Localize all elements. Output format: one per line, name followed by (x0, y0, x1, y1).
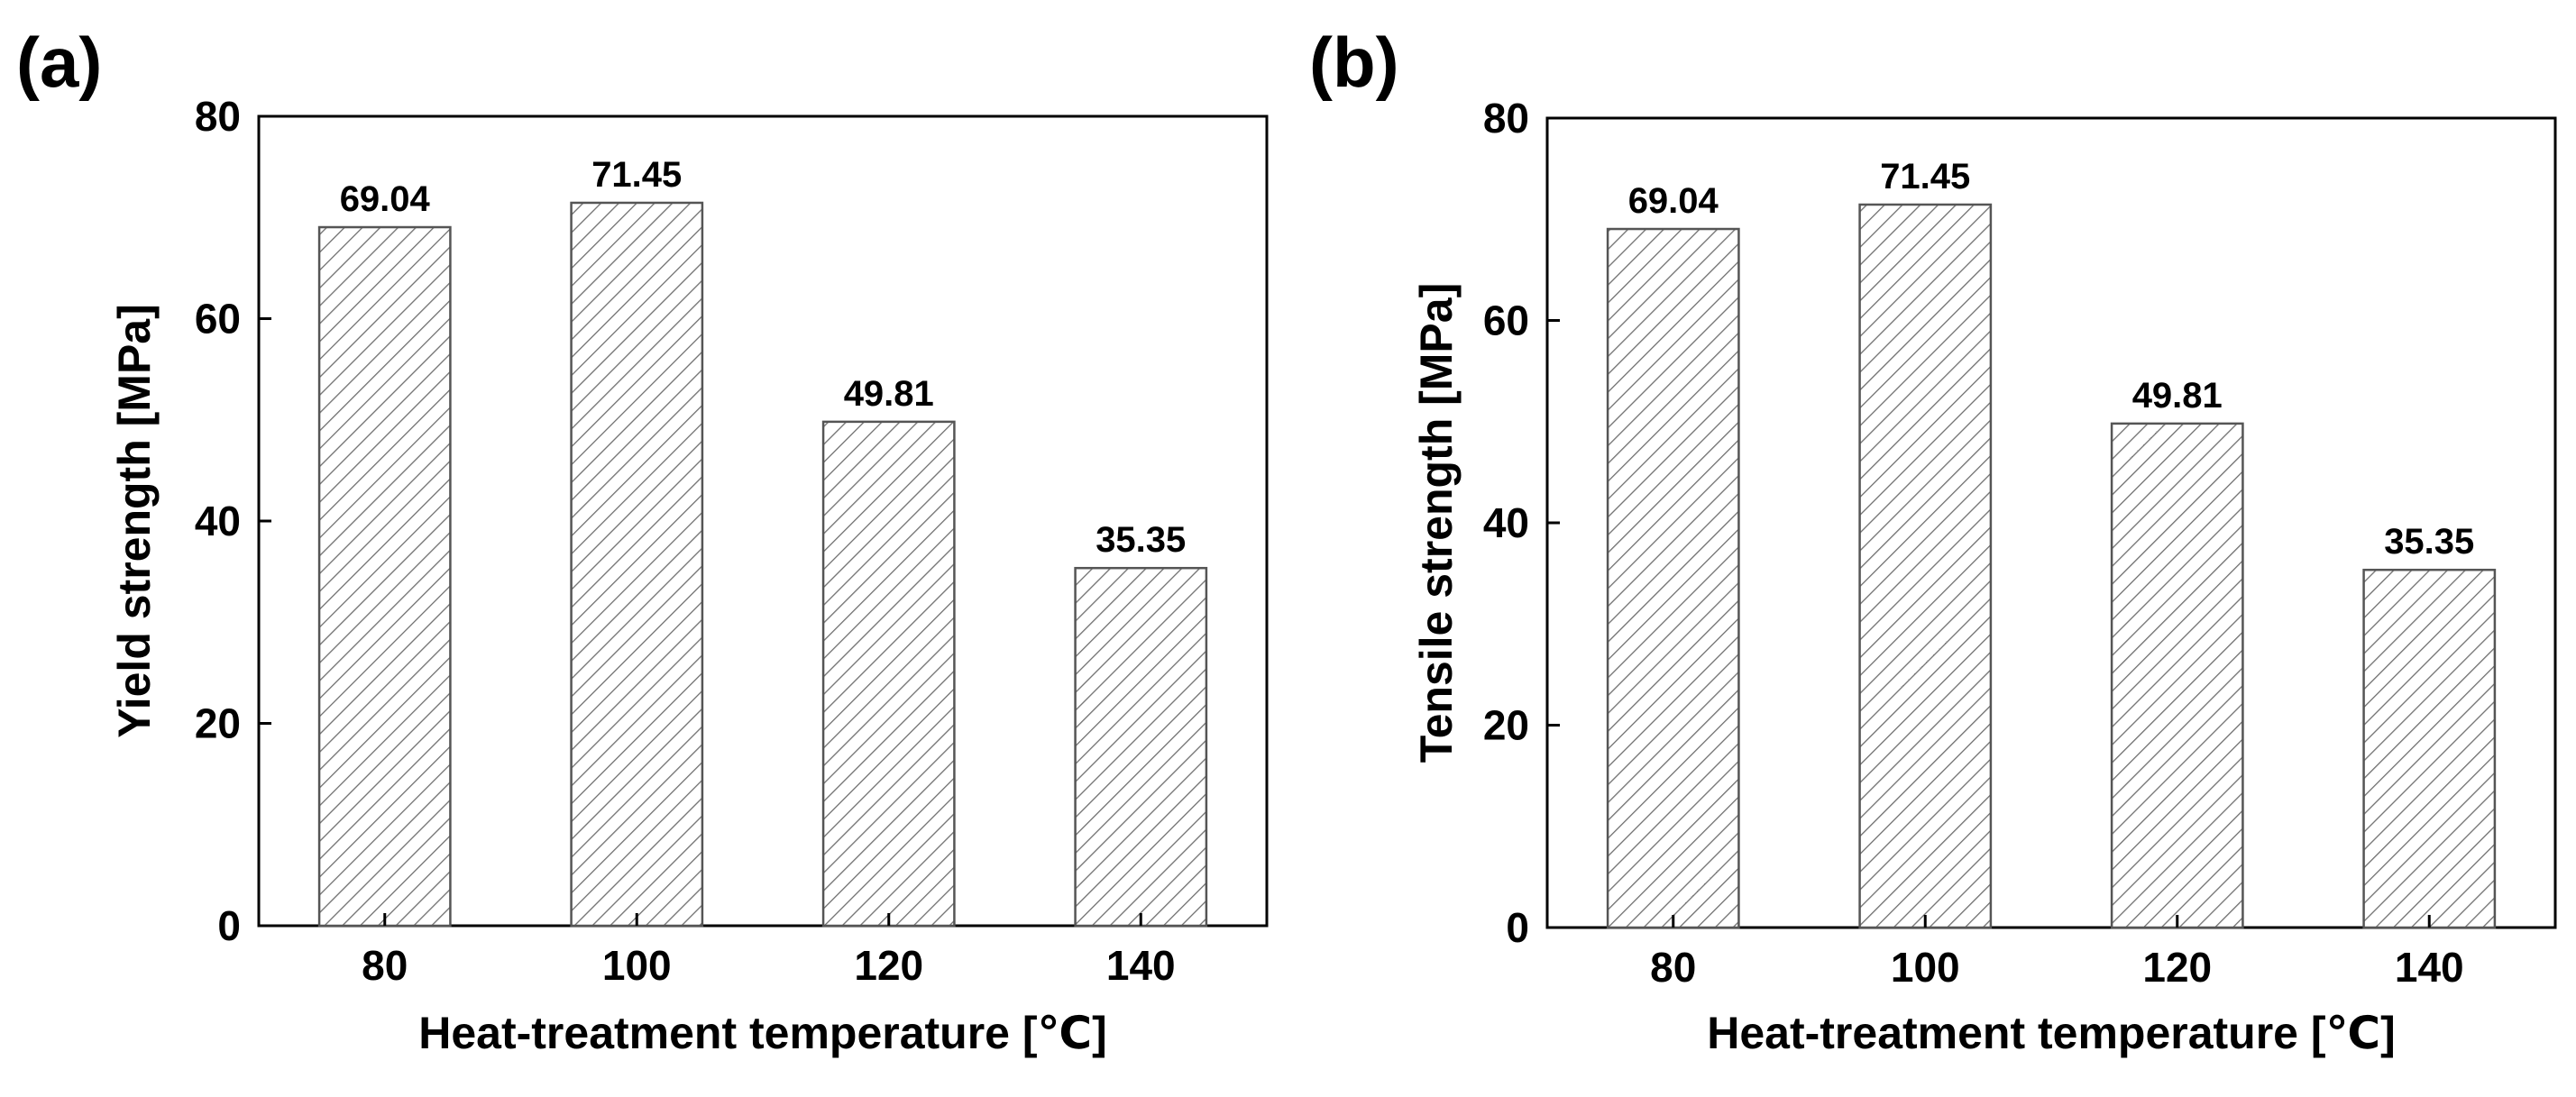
y-tick-label: 40 (195, 498, 241, 544)
data-label: 69.04 (340, 179, 431, 219)
y-tick-label: 20 (1483, 702, 1529, 749)
data-label: 49.81 (844, 374, 934, 414)
x-tick-label: 100 (1891, 944, 1960, 991)
x-axis-label: Heat-treatment temperature [℃] (418, 1008, 1106, 1058)
bar (317, 225, 452, 928)
x-tick-label: 120 (854, 942, 923, 989)
panel-label: (b) (1309, 23, 1399, 102)
bar (2362, 568, 2497, 929)
x-axis: 80 100 120 140 (1650, 915, 2464, 991)
y-axis: 0 20 40 60 80 (1483, 95, 1560, 951)
bar (1606, 227, 1740, 929)
chart-panel-b: (b) 0 20 40 60 80 69.04 71.45 49.81 35.35 80 100… (1309, 23, 2557, 1058)
y-axis-label: Tensile strength [MPa] (1411, 283, 1462, 763)
y-axis: 0 20 40 60 80 (195, 93, 271, 949)
data-label: 35.35 (2384, 522, 2474, 562)
data-label: 71.45 (1880, 157, 1970, 197)
bar (821, 420, 956, 928)
data-label: 49.81 (2132, 376, 2223, 416)
bar (1074, 566, 1208, 928)
y-tick-label: 60 (195, 296, 241, 343)
x-tick-label: 100 (602, 942, 672, 989)
bar (570, 201, 704, 928)
data-label: 69.04 (1628, 181, 1719, 221)
bar-series: 69.04 71.45 49.81 35.35 (1606, 157, 2497, 929)
bar (2110, 422, 2244, 929)
data-label: 35.35 (1095, 520, 1186, 560)
y-axis-label: Yield strength [MPa] (109, 304, 160, 738)
panel-label: (a) (16, 23, 102, 102)
x-tick-label: 140 (2395, 944, 2464, 991)
y-tick-label: 80 (1483, 95, 1529, 142)
y-tick-label: 80 (195, 93, 241, 140)
x-tick-label: 120 (2142, 944, 2212, 991)
y-tick-label: 0 (217, 902, 241, 949)
chart-panel-a: (a) 0 20 40 60 80 69.04 71.45 49.81 35.35 80 100… (16, 23, 1269, 1058)
bar (1858, 203, 1993, 929)
x-axis: 80 100 120 140 (362, 913, 1176, 989)
x-axis-label: Heat-treatment temperature [℃] (1707, 1008, 2395, 1058)
y-tick-label: 40 (1483, 499, 1529, 546)
x-tick-label: 140 (1106, 942, 1176, 989)
x-tick-label: 80 (362, 942, 408, 989)
y-tick-label: 60 (1483, 297, 1529, 344)
bar-series: 69.04 71.45 49.81 35.35 (317, 155, 1208, 928)
x-tick-label: 80 (1650, 944, 1696, 991)
y-tick-label: 0 (1506, 904, 1529, 951)
y-tick-label: 20 (195, 700, 241, 747)
data-label: 71.45 (591, 155, 682, 195)
